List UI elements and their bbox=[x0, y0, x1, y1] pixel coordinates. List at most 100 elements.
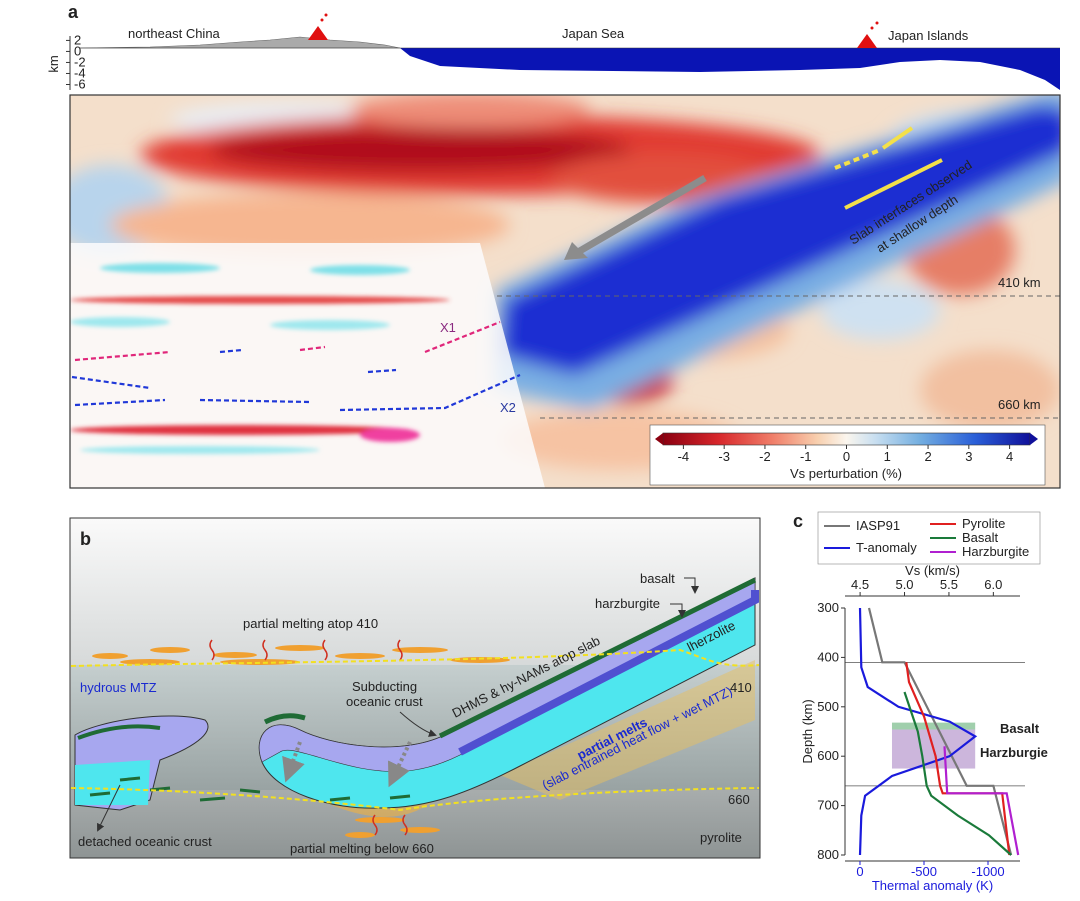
colorbar-end bbox=[1030, 433, 1038, 445]
x-tick-label: 4.5 bbox=[851, 577, 869, 592]
harzburgite-label: harzburgite bbox=[595, 596, 660, 611]
colorbar-tick-label: -3 bbox=[718, 449, 730, 464]
profile-line bbox=[867, 607, 1013, 856]
x-tick-label: 5.0 bbox=[895, 577, 913, 592]
interface-dashes bbox=[71, 320, 521, 412]
depth-label: 410 km bbox=[998, 275, 1041, 290]
slab-interface bbox=[834, 148, 881, 170]
basalt-label: basalt bbox=[640, 571, 675, 586]
colorbar-tick-label: 1 bbox=[884, 449, 891, 464]
legend-label: Harzburgite bbox=[962, 544, 1029, 559]
colorbar-tick-label: 2 bbox=[924, 449, 931, 464]
slab-interface bbox=[881, 126, 914, 150]
subducting-label: Subducting bbox=[352, 679, 417, 694]
volcano bbox=[308, 26, 328, 40]
box-label: Harzburgie bbox=[980, 745, 1048, 760]
overlay-streaks bbox=[70, 263, 450, 454]
anomaly-box bbox=[891, 722, 976, 730]
colorbar-ramp bbox=[662, 432, 1031, 446]
colorbar-tick-label: 0 bbox=[843, 449, 850, 464]
legend-label: T-anomaly bbox=[856, 540, 917, 555]
y-tick-label: 600 bbox=[817, 748, 839, 763]
detached-pointer bbox=[97, 784, 121, 832]
profile-chart: Basalt Harzburgie 300 400 500 600 700 800 4.5 5.0… bbox=[800, 516, 1048, 893]
colorbar-tick-label: -4 bbox=[678, 449, 690, 464]
x2-axis-label: Thermal anomaly (K) bbox=[872, 878, 993, 893]
melt-squiggles bbox=[209, 639, 408, 836]
melt-zone bbox=[500, 660, 755, 800]
km-tick-label: -2 bbox=[74, 54, 86, 69]
legend-box bbox=[817, 511, 1041, 565]
panel-label: a bbox=[68, 2, 79, 22]
tomo-anomalies bbox=[70, 95, 1060, 470]
sinking-arrow bbox=[388, 741, 412, 788]
slab-interface bbox=[844, 158, 943, 210]
y-axis-label: Depth (km) bbox=[800, 699, 815, 763]
volcano-ash bbox=[320, 18, 324, 22]
volcano bbox=[857, 34, 877, 48]
km-tick-label: -6 bbox=[74, 76, 86, 91]
crust-pointer bbox=[399, 711, 437, 737]
detached-slab-lower bbox=[75, 760, 150, 805]
boundary-410 bbox=[70, 648, 760, 667]
melting-410-label: partial melting atop 410 bbox=[243, 616, 378, 631]
km-tick-label: 0 bbox=[74, 43, 81, 58]
y-tick-label: 700 bbox=[817, 798, 839, 813]
panel-label: b bbox=[80, 529, 91, 549]
colorbar-tick-label: 4 bbox=[1006, 449, 1013, 464]
volcano-ash bbox=[324, 13, 328, 17]
slab-basalt bbox=[263, 713, 306, 725]
volcano-ash bbox=[875, 21, 879, 25]
tomo-frame bbox=[69, 94, 1061, 489]
x-tick-label: 5.5 bbox=[940, 577, 958, 592]
colorbar-tick-label: -1 bbox=[800, 449, 812, 464]
km-tick-label: 2 bbox=[74, 32, 81, 47]
depth-label: 660 km bbox=[998, 397, 1041, 412]
slab-harzburgite-upper bbox=[458, 590, 759, 756]
subduction-arrow bbox=[576, 174, 707, 256]
profile-line bbox=[943, 746, 1020, 856]
slab-basalt bbox=[438, 577, 757, 739]
profile-line bbox=[903, 691, 1012, 856]
subduction-arrowhead bbox=[564, 242, 588, 260]
volcano-ash bbox=[870, 26, 874, 30]
melting-660-label: partial melting below 660 bbox=[290, 841, 434, 856]
colorbar-label: Vs perturbation (%) bbox=[790, 466, 902, 481]
harzburgite-pointer bbox=[670, 603, 686, 618]
profile-line bbox=[858, 607, 978, 856]
colorbar-tick-label: 3 bbox=[965, 449, 972, 464]
detached-basalt bbox=[77, 724, 161, 740]
pyrolite-label: pyrolite bbox=[700, 830, 742, 845]
km-ticks: 20-2-4-6 bbox=[66, 32, 86, 91]
colorbar: -4 -3 -2 -1 0 1 2 3 4 bbox=[655, 432, 1038, 464]
x2-tick-label: -500 bbox=[911, 864, 937, 879]
legend-label: IASP91 bbox=[856, 518, 900, 533]
tomography bbox=[70, 95, 1060, 488]
crust-fragments bbox=[89, 776, 411, 802]
subducting-label: oceanic crust bbox=[346, 694, 423, 709]
melt-pockets bbox=[92, 645, 510, 838]
y-tick-label: 400 bbox=[817, 649, 839, 664]
x1-label: X1 bbox=[440, 320, 456, 335]
region-label: Japan Sea bbox=[562, 26, 625, 41]
region-label: Japan Islands bbox=[888, 28, 969, 43]
panel-label: c bbox=[793, 511, 803, 531]
hydrous-mtz-label: hydrous MTZ bbox=[80, 680, 157, 695]
depth-660-label: 660 bbox=[728, 792, 750, 807]
colorbar-end bbox=[655, 433, 663, 445]
km-tick-label: -4 bbox=[74, 65, 86, 80]
km-axis-label: km bbox=[46, 55, 61, 72]
basalt-pointer bbox=[684, 577, 699, 594]
sea-bathymetry bbox=[400, 48, 1060, 90]
y-tick-label: 800 bbox=[817, 847, 839, 862]
x-tick-label: 6.0 bbox=[984, 577, 1002, 592]
x2-label: X2 bbox=[500, 400, 516, 415]
colorbar-tick-label: -2 bbox=[759, 449, 771, 464]
x-axis-label: Vs (km/s) bbox=[905, 563, 960, 578]
detached-label: detached oceanic crust bbox=[78, 834, 212, 849]
region-label: northeast China bbox=[128, 26, 221, 41]
depth-410-label: 410 bbox=[730, 680, 752, 695]
boundary-660 bbox=[70, 787, 760, 812]
